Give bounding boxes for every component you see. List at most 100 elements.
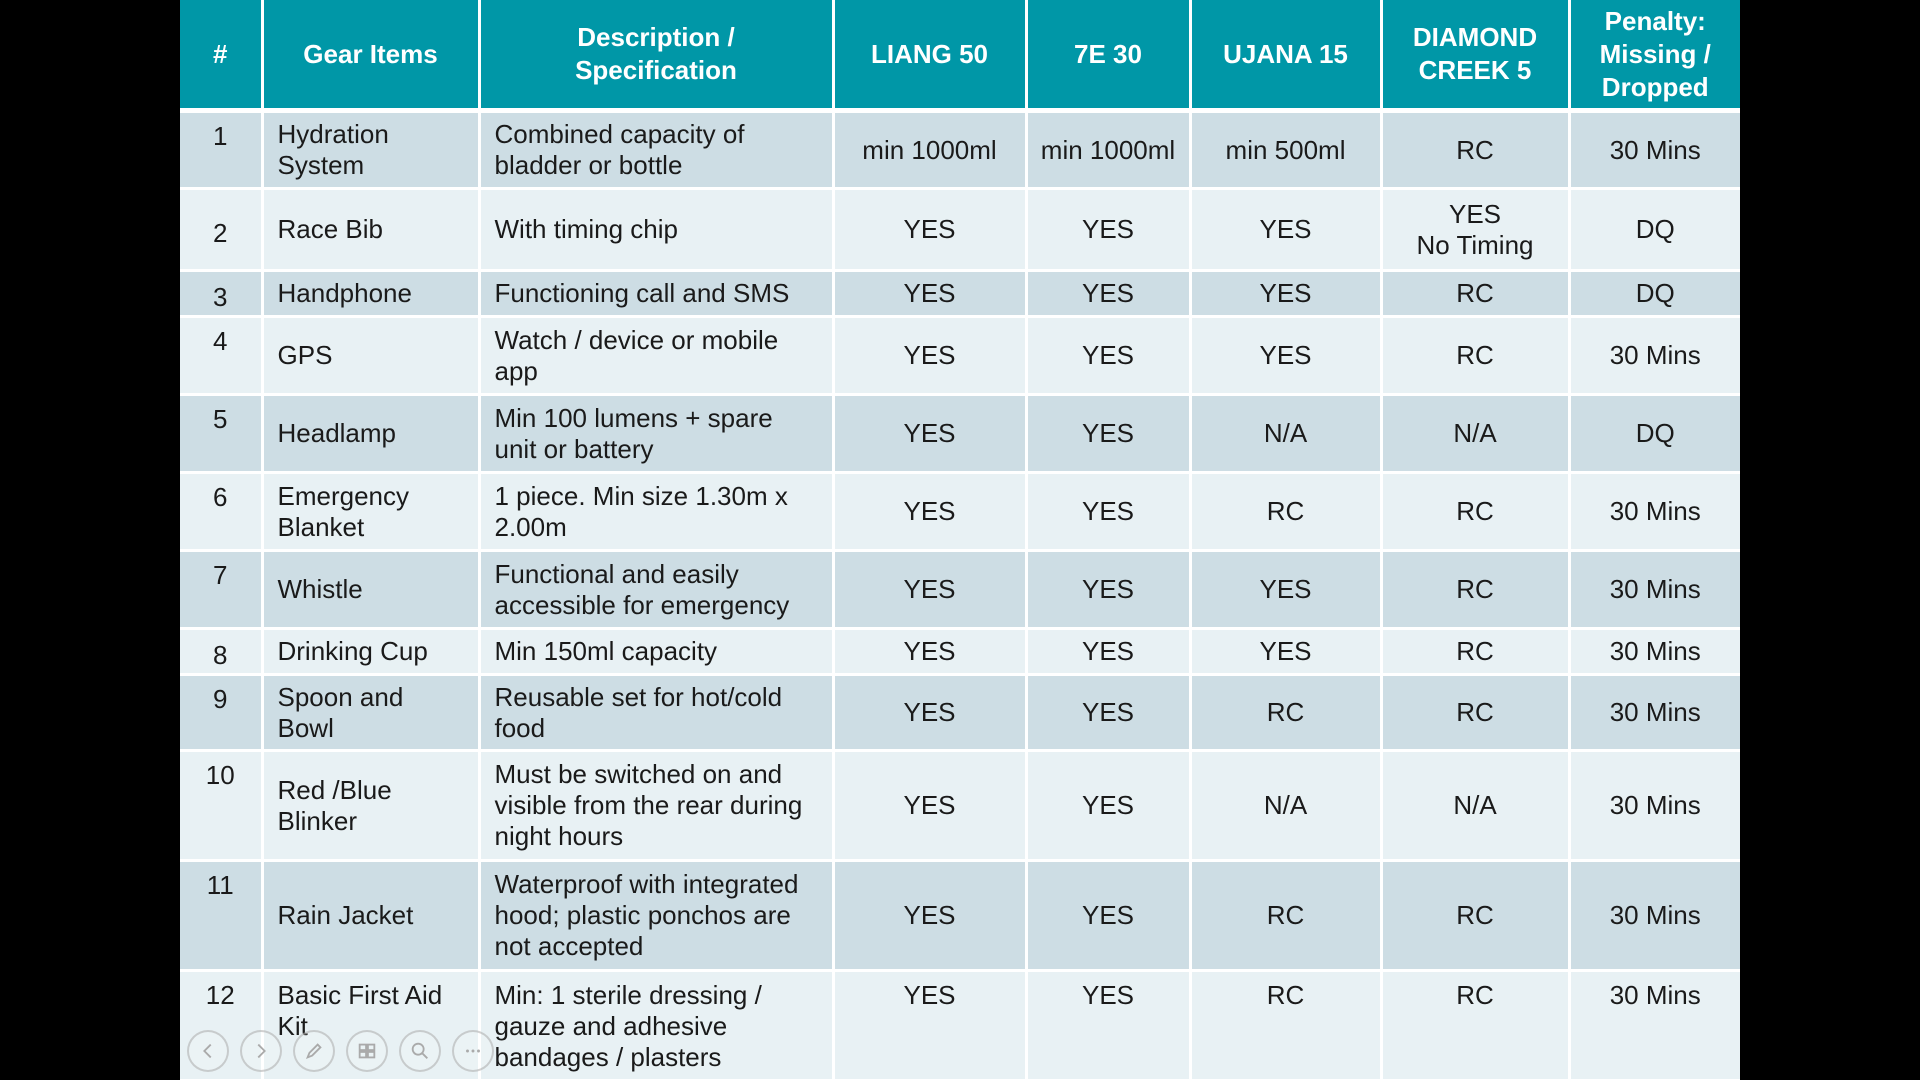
slide: # Gear Items Description / Specification…: [180, 0, 1740, 1080]
7e-30-value: YES: [1026, 628, 1192, 676]
liang-50-value: YES: [833, 750, 1028, 862]
penalty-value: 30 Mins: [1569, 674, 1740, 752]
penalty-value: DQ: [1569, 188, 1740, 272]
slideshow-nav-bar: [187, 1030, 494, 1076]
row-number: 3: [180, 270, 264, 318]
row-number: 9: [180, 674, 264, 752]
header-num: #: [180, 0, 264, 113]
7e-30-value: YES: [1026, 394, 1192, 474]
ujana-15-value: YES: [1190, 188, 1383, 272]
ujana-15-value: YES: [1190, 628, 1383, 676]
gear-item: Handphone: [262, 270, 481, 318]
penalty-value: 30 Mins: [1569, 472, 1740, 552]
diamond-creek-5-value: N/A: [1381, 750, 1571, 862]
gear-description: Min: 1 sterile dressing / gauze and adhe…: [479, 970, 835, 1080]
penalty-value: 30 Mins: [1569, 550, 1740, 630]
gear-item: Emergency Blanket: [262, 472, 481, 552]
gear-description: Functioning call and SMS: [479, 270, 835, 318]
ujana-15-value: RC: [1190, 674, 1383, 752]
row-number: 5: [180, 394, 264, 474]
table-row: 8 Drinking Cup Min 150ml capacity YES YE…: [180, 628, 1740, 676]
gear-description: Waterproof with integrated hood; plastic…: [479, 860, 835, 972]
gear-item: Basic First Aid Kit: [262, 970, 481, 1080]
7e-30-value: YES: [1026, 188, 1192, 272]
diamond-creek-5-value: YES No Timing: [1381, 188, 1571, 272]
liang-50-value: YES: [833, 270, 1028, 318]
header-liang-50: LIANG 50: [833, 0, 1028, 113]
row-number: 1: [180, 110, 264, 190]
liang-50-value: min 1000ml: [833, 110, 1028, 190]
ujana-15-value: N/A: [1190, 394, 1383, 474]
ujana-15-value: RC: [1190, 472, 1383, 552]
row-number: 11: [180, 860, 264, 972]
7e-30-value: YES: [1026, 674, 1192, 752]
ujana-15-value: RC: [1190, 970, 1383, 1080]
ujana-15-value: YES: [1190, 550, 1383, 630]
7e-30-value: YES: [1026, 316, 1192, 396]
slides-grid-icon: [358, 1043, 376, 1059]
gear-table: # Gear Items Description / Specification…: [180, 0, 1740, 1080]
liang-50-value: YES: [833, 188, 1028, 272]
7e-30-value: YES: [1026, 750, 1192, 862]
table-row: 12 Basic First Aid Kit Min: 1 sterile dr…: [180, 970, 1740, 1080]
previous-icon: [203, 1043, 212, 1059]
next-icon: [257, 1043, 266, 1059]
next-slide-button[interactable]: [240, 1030, 282, 1072]
gear-description: Reusable set for hot/cold food: [479, 674, 835, 752]
diamond-creek-5-value: RC: [1381, 550, 1571, 630]
gear-item: Rain Jacket: [262, 860, 481, 972]
gear-item: Hydration System: [262, 110, 481, 190]
penalty-value: 30 Mins: [1569, 110, 1740, 190]
gear-item: Drinking Cup: [262, 628, 481, 676]
zoom-icon: [411, 1042, 428, 1059]
penalty-value: 30 Mins: [1569, 628, 1740, 676]
gear-description: Watch / device or mobile app: [479, 316, 835, 396]
7e-30-value: YES: [1026, 550, 1192, 630]
previous-slide-button[interactable]: [187, 1030, 229, 1072]
table-row: 6 Emergency Blanket 1 piece. Min size 1.…: [180, 472, 1740, 552]
gear-description: 1 piece. Min size 1.30m x 2.00m: [479, 472, 835, 552]
diamond-creek-5-value: RC: [1381, 110, 1571, 190]
gear-item: Race Bib: [262, 188, 481, 272]
row-number: 2: [180, 188, 264, 272]
table-row: 11 Rain Jacket Waterproof with integrate…: [180, 860, 1740, 972]
ujana-15-value: N/A: [1190, 750, 1383, 862]
7e-30-value: YES: [1026, 472, 1192, 552]
7e-30-value: YES: [1026, 970, 1192, 1080]
ujana-15-value: min 500ml: [1190, 110, 1383, 190]
diamond-creek-5-value: RC: [1381, 674, 1571, 752]
table-row: 7 Whistle Functional and easily accessib…: [180, 550, 1740, 630]
zoom-button[interactable]: [399, 1030, 441, 1072]
liang-50-value: YES: [833, 860, 1028, 972]
gear-item: Headlamp: [262, 394, 481, 474]
row-number: 6: [180, 472, 264, 552]
7e-30-value: YES: [1026, 860, 1192, 972]
gear-description: Functional and easily accessible for eme…: [479, 550, 835, 630]
row-number: 4: [180, 316, 264, 396]
liang-50-value: YES: [833, 970, 1028, 1080]
gear-description: Combined capacity of bladder or bottle: [479, 110, 835, 190]
penalty-value: DQ: [1569, 270, 1740, 318]
row-number: 10: [180, 750, 264, 862]
more-options-button[interactable]: [452, 1030, 494, 1072]
table-row: 2 Race Bib With timing chip YES YES YES …: [180, 188, 1740, 272]
liang-50-value: YES: [833, 316, 1028, 396]
header-row: # Gear Items Description / Specification…: [180, 0, 1740, 113]
liang-50-value: YES: [833, 628, 1028, 676]
header-ujana-15: UJANA 15: [1190, 0, 1383, 113]
see-all-slides-button[interactable]: [346, 1030, 388, 1072]
header-7e-30: 7E 30: [1026, 0, 1192, 113]
gear-item: Spoon and Bowl: [262, 674, 481, 752]
liang-50-value: YES: [833, 394, 1028, 474]
pen-icon: [305, 1043, 322, 1060]
header-penalty: Penalty: Missing / Dropped: [1569, 0, 1740, 113]
pen-tool-button[interactable]: [293, 1030, 335, 1072]
table-row: 1 Hydration System Combined capacity of …: [180, 110, 1740, 190]
gear-item: Whistle: [262, 550, 481, 630]
ujana-15-value: YES: [1190, 270, 1383, 318]
table-row: 3 Handphone Functioning call and SMS YES…: [180, 270, 1740, 318]
liang-50-value: YES: [833, 550, 1028, 630]
gear-description: Min 100 lumens + spare unit or battery: [479, 394, 835, 474]
row-number: 7: [180, 550, 264, 630]
7e-30-value: YES: [1026, 270, 1192, 318]
